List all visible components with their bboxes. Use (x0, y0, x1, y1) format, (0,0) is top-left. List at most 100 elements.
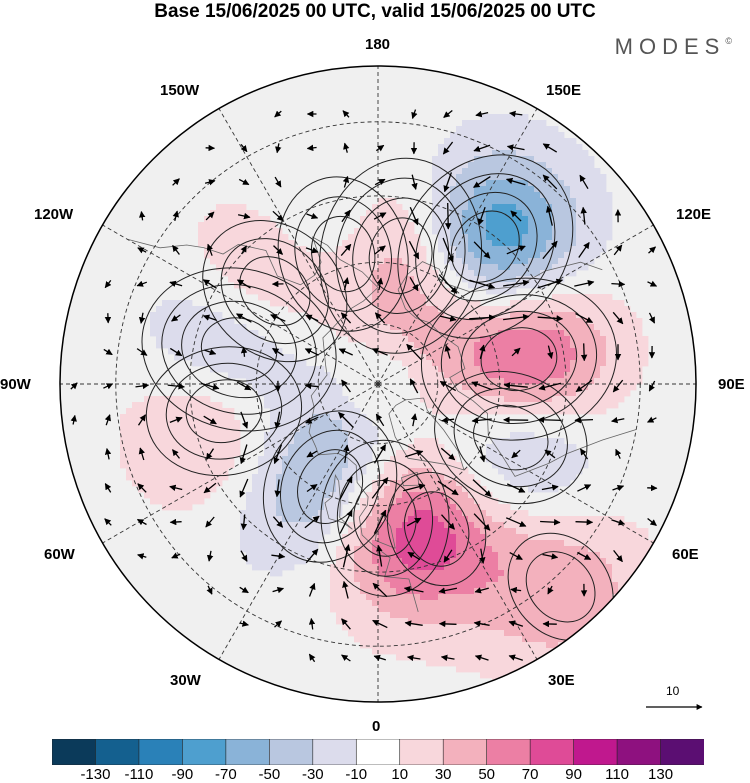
anomaly-cell (192, 336, 199, 343)
anomaly-cell (540, 690, 547, 697)
wind-vector (580, 343, 588, 362)
anomaly-cell (204, 444, 211, 451)
anomaly-cell (288, 552, 295, 559)
anomaly-cell (390, 348, 397, 355)
anomaly-cell (198, 312, 205, 319)
anomaly-cell (408, 600, 415, 607)
anomaly-cell (294, 456, 301, 463)
anomaly-cell (510, 174, 517, 181)
anomaly-cell (420, 534, 427, 541)
wind-vector (537, 278, 564, 289)
anomaly-cell (636, 558, 643, 565)
anomaly-cell (396, 498, 403, 505)
anomaly-cell (600, 390, 607, 397)
anomaly-cell (330, 300, 337, 307)
anomaly-cell (300, 366, 307, 373)
anomaly-cell (354, 540, 361, 547)
wind-vector (406, 343, 422, 361)
anomaly-cell (606, 606, 613, 613)
anomaly-cell (648, 582, 655, 589)
anomaly-cell (324, 390, 331, 397)
anomaly-cell (240, 234, 247, 241)
anomaly-cell (528, 588, 535, 595)
anomaly-cell (366, 312, 373, 319)
anomaly-cell (354, 510, 361, 517)
anomaly-cell (564, 474, 571, 481)
anomaly-cell (312, 456, 319, 463)
anomaly-cell (408, 588, 415, 595)
anomaly-cell (420, 276, 427, 283)
anomaly-cell (306, 438, 313, 445)
anomaly-cell (252, 258, 259, 265)
anomaly-cell (468, 342, 475, 349)
anomaly-cell (468, 300, 475, 307)
anomaly-cell (192, 408, 199, 415)
anomaly-cell (288, 528, 295, 535)
anomaly-cell (630, 522, 637, 529)
anomaly-cell (654, 546, 661, 553)
anomaly-cell (570, 372, 577, 379)
anomaly-cell (522, 234, 529, 241)
anomaly-cell (546, 156, 553, 163)
anomaly-cell (210, 246, 217, 253)
anomaly-cell (180, 462, 187, 469)
anomaly-cell (504, 240, 511, 247)
anomaly-cell (324, 486, 331, 493)
anomaly-cell (534, 324, 541, 331)
anomaly-cell (150, 426, 157, 433)
anomaly-cell (378, 234, 385, 241)
anomaly-cell (498, 456, 505, 463)
anomaly-cell (456, 228, 463, 235)
anomaly-cell (420, 270, 427, 277)
anomaly-cell (516, 576, 523, 583)
anomaly-cell (270, 438, 277, 445)
anomaly-cell (558, 456, 565, 463)
anomaly-cell (348, 414, 355, 421)
anomaly-cell (258, 378, 265, 385)
anomaly-cell (540, 564, 547, 571)
meridian-line (215, 383, 379, 665)
anomaly-cell (570, 180, 577, 187)
anomaly-cell (480, 612, 487, 619)
anomaly-cell (198, 492, 205, 499)
anomaly-cell (594, 600, 601, 607)
anomaly-cell (438, 180, 445, 187)
anomaly-cell (354, 294, 361, 301)
anomaly-cell (480, 336, 487, 343)
anomaly-cell (426, 372, 433, 379)
anomaly-cell (378, 336, 385, 343)
anomaly-cell (234, 258, 241, 265)
anomaly-cell (600, 234, 607, 241)
anomaly-cell (492, 396, 499, 403)
anomaly-cell (582, 156, 589, 163)
meridian-line (377, 383, 659, 547)
anomaly-cell (204, 228, 211, 235)
anomaly-cell (540, 546, 547, 553)
anomaly-cell (564, 456, 571, 463)
anomaly-cell (594, 558, 601, 565)
anomaly-cell (504, 114, 511, 121)
anomaly-cell (252, 240, 259, 247)
anomaly-cell (558, 630, 565, 637)
anomaly-cell (528, 636, 535, 643)
anomaly-cell (516, 516, 523, 523)
anomaly-cell (432, 270, 439, 277)
anomaly-cell (336, 312, 343, 319)
anomaly-cell (264, 366, 271, 373)
anomaly-cell (354, 270, 361, 277)
anomaly-cell (636, 624, 643, 631)
anomaly-cell (438, 492, 445, 499)
anomaly-cell (630, 546, 637, 553)
anomaly-cell (516, 444, 523, 451)
anomaly-cell (444, 210, 451, 217)
anomaly-cell (588, 354, 595, 361)
anomaly-cell (570, 606, 577, 613)
anomaly-cell (462, 150, 469, 157)
wind-vector (169, 484, 183, 492)
anomaly-cell (366, 498, 373, 505)
anomaly-cell (390, 606, 397, 613)
anomaly-cell (486, 222, 493, 229)
anomaly-cell (390, 312, 397, 319)
anomaly-cell (420, 498, 427, 505)
anomaly-cell (222, 426, 229, 433)
